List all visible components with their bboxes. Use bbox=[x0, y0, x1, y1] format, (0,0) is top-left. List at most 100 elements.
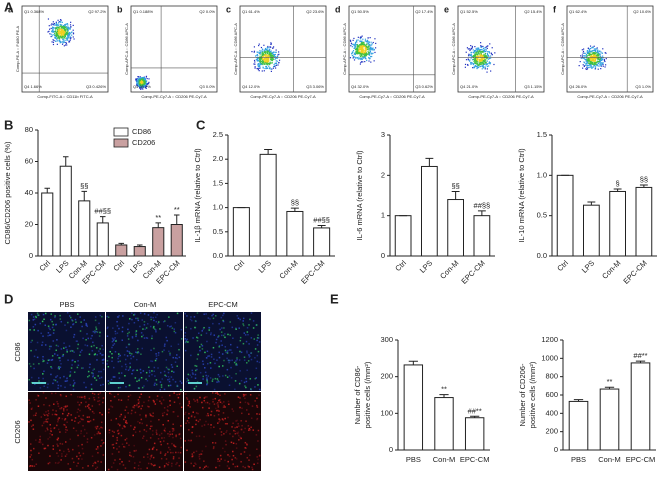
cell-signal bbox=[93, 345, 95, 347]
cell-signal bbox=[215, 378, 217, 380]
cell-signal bbox=[97, 426, 99, 428]
cell-signal bbox=[93, 397, 95, 399]
cell-signal bbox=[82, 467, 84, 469]
event-dot bbox=[268, 47, 269, 48]
event-dot bbox=[268, 54, 269, 55]
event-dot bbox=[368, 49, 369, 50]
cell-signal bbox=[29, 402, 31, 404]
event-dot bbox=[66, 43, 67, 44]
event-dot bbox=[481, 49, 482, 50]
cell-signal bbox=[196, 412, 198, 414]
cell-signal bbox=[173, 430, 175, 432]
event-dot bbox=[474, 55, 475, 56]
cell-signal bbox=[43, 385, 45, 387]
cell-signal bbox=[206, 415, 208, 417]
event-dot bbox=[470, 55, 471, 56]
cell-signal bbox=[175, 464, 177, 466]
event-dot bbox=[270, 55, 271, 56]
cell-signal bbox=[32, 424, 34, 426]
cell-signal bbox=[59, 377, 61, 379]
cell-signal bbox=[49, 359, 51, 361]
cell-signal bbox=[53, 428, 55, 430]
cell-signal bbox=[175, 322, 177, 324]
cell-signal bbox=[95, 326, 97, 328]
cell-signal bbox=[95, 331, 97, 333]
cell-signal bbox=[63, 410, 64, 412]
x-tick-label: PBS bbox=[571, 455, 586, 464]
cell-signal bbox=[153, 400, 155, 402]
cell-signal bbox=[244, 359, 246, 361]
cell-signal bbox=[233, 410, 235, 412]
event-dot bbox=[258, 65, 259, 66]
event-dot bbox=[494, 52, 495, 53]
cell-signal bbox=[179, 403, 181, 405]
event-dot bbox=[270, 42, 271, 43]
cell-signal bbox=[245, 394, 247, 396]
cell-signal bbox=[190, 328, 192, 330]
cell-signal bbox=[120, 387, 122, 389]
event-dot bbox=[355, 44, 356, 45]
event-dot bbox=[360, 58, 361, 59]
cell-signal bbox=[88, 371, 90, 373]
cell-signal bbox=[57, 439, 59, 441]
event-dot bbox=[358, 58, 359, 59]
cell-signal bbox=[153, 371, 155, 373]
event-dot bbox=[351, 53, 352, 54]
cell-signal bbox=[42, 356, 44, 358]
cell-signal bbox=[29, 456, 31, 458]
event-dot bbox=[471, 55, 472, 56]
cell-signal bbox=[80, 433, 82, 435]
cell-signal bbox=[67, 312, 69, 314]
event-dot bbox=[62, 28, 63, 29]
cell-signal bbox=[141, 336, 143, 338]
event-dot bbox=[482, 51, 483, 52]
cell-signal bbox=[258, 394, 260, 396]
y-tick-label: 2.5 bbox=[213, 130, 223, 139]
cell-signal bbox=[217, 393, 219, 395]
cell-signal bbox=[194, 327, 196, 329]
event-dot bbox=[476, 52, 477, 53]
event-dot bbox=[364, 46, 365, 47]
event-dot bbox=[478, 49, 479, 50]
cell-signal bbox=[83, 367, 85, 369]
cell-signal bbox=[151, 338, 153, 340]
cell-signal bbox=[150, 326, 152, 328]
cell-signal bbox=[185, 440, 187, 442]
error-bar bbox=[44, 188, 50, 193]
cell-signal bbox=[227, 376, 229, 378]
cell-signal bbox=[181, 382, 183, 384]
event-dot bbox=[56, 39, 57, 40]
cell-signal bbox=[243, 325, 245, 327]
cell-signal bbox=[111, 361, 113, 363]
cell-signal bbox=[192, 455, 194, 457]
y-tick-label: 0.5 bbox=[213, 227, 223, 236]
cell-signal bbox=[59, 431, 61, 433]
cell-signal bbox=[141, 393, 143, 395]
significance-label: ##§§ bbox=[474, 201, 491, 210]
event-dot bbox=[260, 63, 261, 64]
event-dot bbox=[365, 58, 366, 59]
event-dot bbox=[268, 59, 269, 60]
cell-signal bbox=[87, 345, 89, 347]
event-dot bbox=[362, 36, 363, 37]
cell-signal bbox=[94, 393, 96, 395]
cell-signal bbox=[95, 320, 97, 322]
cell-signal bbox=[112, 341, 114, 343]
x-axis-label: Comp-PE-Cy7-A :: CD206 PE-Cy7-A bbox=[141, 94, 207, 99]
event-dot bbox=[588, 48, 589, 49]
event-dot bbox=[269, 68, 270, 69]
cell-signal bbox=[246, 350, 248, 352]
cell-signal bbox=[201, 344, 203, 346]
cell-signal bbox=[246, 352, 248, 354]
cell-signal bbox=[220, 340, 222, 342]
bar bbox=[79, 201, 90, 256]
event-dot bbox=[591, 62, 592, 63]
event-dot bbox=[597, 54, 598, 55]
cell-signal bbox=[199, 454, 201, 456]
event-dot bbox=[596, 62, 597, 63]
cell-signal bbox=[82, 425, 84, 427]
cell-signal bbox=[216, 403, 218, 405]
cell-signal bbox=[171, 443, 173, 445]
event-dot bbox=[365, 52, 366, 53]
event-dot bbox=[477, 47, 478, 48]
